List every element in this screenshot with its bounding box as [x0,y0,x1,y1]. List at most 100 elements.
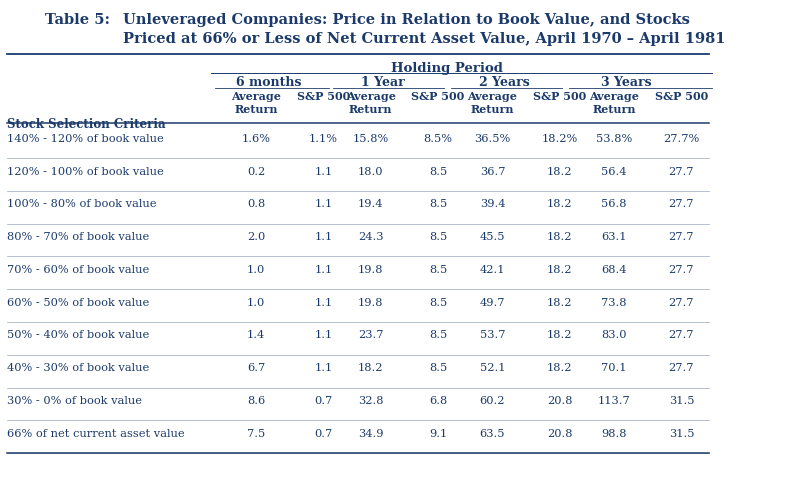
Text: 70% - 60% of book value: 70% - 60% of book value [7,265,149,275]
Text: S&P 500: S&P 500 [411,91,464,102]
Text: 19.8: 19.8 [358,265,383,275]
Text: 0.7: 0.7 [314,429,332,439]
Text: 27.7: 27.7 [668,298,693,308]
Text: 8.5: 8.5 [428,265,447,275]
Text: 1.1: 1.1 [314,167,332,176]
Text: 18.2: 18.2 [546,298,572,308]
Text: 19.4: 19.4 [358,200,383,209]
Text: 18.2: 18.2 [546,200,572,209]
Text: 45.5: 45.5 [479,232,504,242]
Text: Holding Period: Holding Period [391,62,503,75]
Text: 39.4: 39.4 [479,200,504,209]
Text: 3 Years: 3 Years [600,76,650,89]
Text: 63.5: 63.5 [479,429,504,439]
Text: 1.1: 1.1 [314,363,332,373]
Text: 23.7: 23.7 [358,331,383,340]
Text: 8.5%: 8.5% [423,134,452,144]
Text: 27.7: 27.7 [668,232,693,242]
Text: 140% - 120% of book value: 140% - 120% of book value [7,134,164,144]
Text: 19.8: 19.8 [358,298,383,308]
Text: Average
Return: Average Return [346,91,395,115]
Text: 1.0: 1.0 [247,298,265,308]
Text: 27.7%: 27.7% [662,134,699,144]
Text: 0.2: 0.2 [247,167,265,176]
Text: 1.1: 1.1 [314,265,332,275]
Text: 27.7: 27.7 [668,265,693,275]
Text: 66% of net current asset value: 66% of net current asset value [7,429,184,439]
Text: 18.2: 18.2 [546,232,572,242]
Text: 56.8: 56.8 [601,200,626,209]
Text: 60% - 50% of book value: 60% - 50% of book value [7,298,149,308]
Text: 0.8: 0.8 [247,200,265,209]
Text: 120% - 100% of book value: 120% - 100% of book value [7,167,164,176]
Text: 18.2: 18.2 [546,167,572,176]
Text: S&P 500: S&P 500 [533,91,585,102]
Text: 60.2: 60.2 [479,396,504,406]
Text: 52.1: 52.1 [479,363,504,373]
Text: 18.0: 18.0 [358,167,383,176]
Text: 8.5: 8.5 [428,232,447,242]
Text: 70.1: 70.1 [601,363,626,373]
Text: 56.4: 56.4 [601,167,626,176]
Text: 83.0: 83.0 [601,331,626,340]
Text: 27.7: 27.7 [668,363,693,373]
Text: 40% - 30% of book value: 40% - 30% of book value [7,363,149,373]
Text: 113.7: 113.7 [597,396,630,406]
Text: 53.8%: 53.8% [595,134,631,144]
Text: 8.5: 8.5 [428,167,447,176]
Text: 32.8: 32.8 [358,396,383,406]
Text: Unleveraged Companies: Price in Relation to Book Value, and Stocks
Priced at 66%: Unleveraged Companies: Price in Relation… [123,13,725,46]
Text: 42.1: 42.1 [479,265,504,275]
Text: 8.5: 8.5 [428,298,447,308]
Text: 27.7: 27.7 [668,200,693,209]
Text: 50% - 40% of book value: 50% - 40% of book value [7,331,149,340]
Text: 80% - 70% of book value: 80% - 70% of book value [7,232,149,242]
Text: Average
Return: Average Return [589,91,638,115]
Text: 27.7: 27.7 [668,167,693,176]
Text: 36.5%: 36.5% [474,134,510,144]
Text: 18.2: 18.2 [358,363,383,373]
Text: 73.8: 73.8 [601,298,626,308]
Text: 2.0: 2.0 [247,232,265,242]
Text: 18.2: 18.2 [546,331,572,340]
Text: 1.0: 1.0 [247,265,265,275]
Text: 53.7: 53.7 [479,331,504,340]
Text: 1.4: 1.4 [247,331,265,340]
Text: 30% - 0% of book value: 30% - 0% of book value [7,396,142,406]
Text: 68.4: 68.4 [601,265,626,275]
Text: 18.2%: 18.2% [541,134,577,144]
Text: 2 Years: 2 Years [479,76,529,89]
Text: 1.1: 1.1 [314,298,332,308]
Text: 36.7: 36.7 [479,167,504,176]
Text: Stock Selection Criteria: Stock Selection Criteria [7,118,165,131]
Text: 31.5: 31.5 [668,396,693,406]
Text: 100% - 80% of book value: 100% - 80% of book value [7,200,156,209]
Text: 15.8%: 15.8% [352,134,388,144]
Text: 49.7: 49.7 [479,298,504,308]
Text: 20.8: 20.8 [546,429,572,439]
Text: Average
Return: Average Return [231,91,281,115]
Text: 1.1%: 1.1% [309,134,338,144]
Text: 24.3: 24.3 [358,232,383,242]
Text: 6.7: 6.7 [247,363,265,373]
Text: 1.1: 1.1 [314,232,332,242]
Text: 8.6: 8.6 [247,396,265,406]
Text: 31.5: 31.5 [668,429,693,439]
Text: 8.5: 8.5 [428,363,447,373]
Text: 18.2: 18.2 [546,363,572,373]
Text: 34.9: 34.9 [358,429,383,439]
Text: 20.8: 20.8 [546,396,572,406]
Text: 9.1: 9.1 [428,429,447,439]
Text: 1 Year: 1 Year [361,76,404,89]
Text: 0.7: 0.7 [314,396,332,406]
Text: 6.8: 6.8 [428,396,447,406]
Text: 6 months: 6 months [235,76,301,89]
Text: S&P 500: S&P 500 [654,91,707,102]
Text: 18.2: 18.2 [546,265,572,275]
Text: 98.8: 98.8 [601,429,626,439]
Text: 7.5: 7.5 [247,429,265,439]
Text: Average
Return: Average Return [467,91,516,115]
Text: 27.7: 27.7 [668,331,693,340]
Text: 63.1: 63.1 [601,232,626,242]
Text: 1.6%: 1.6% [241,134,270,144]
